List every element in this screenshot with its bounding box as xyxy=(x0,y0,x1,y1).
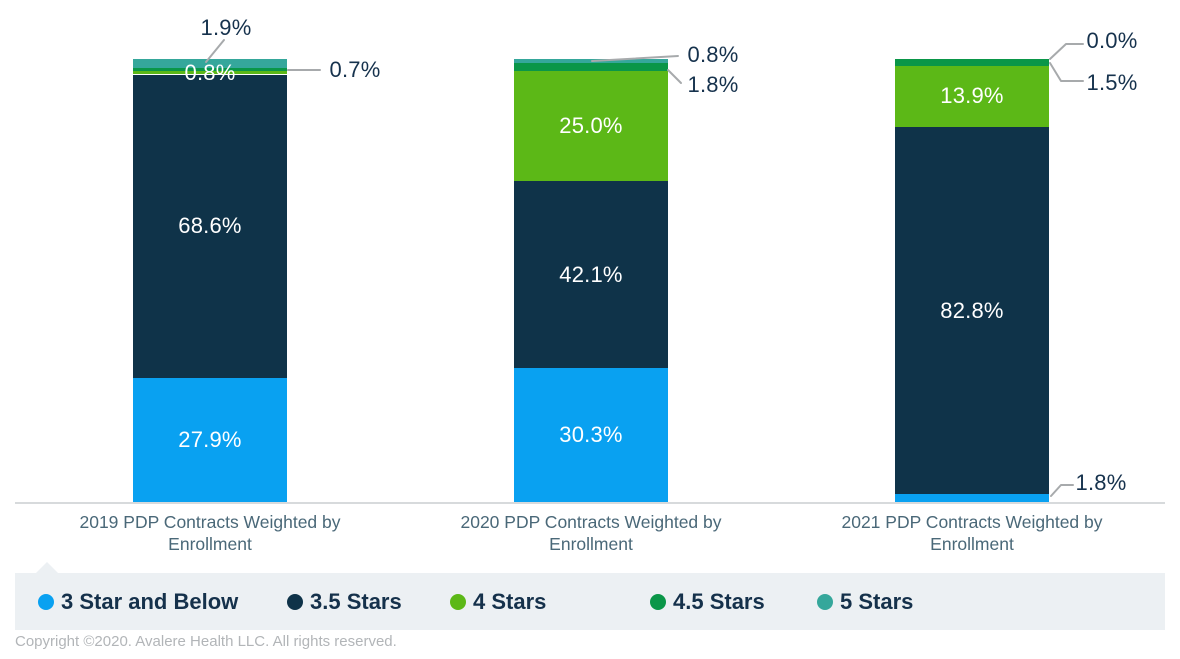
bar-segment-2021-3-star-and-below xyxy=(895,494,1049,502)
bar-segment-2020-4-5-stars xyxy=(514,62,668,71)
segment-value-label: 13.9% xyxy=(940,83,1004,109)
legend-swatch-4-5-stars xyxy=(650,593,666,610)
bar-segment-2020-5-stars xyxy=(514,59,668,63)
leader-line xyxy=(667,69,682,84)
legend-swatch-4-stars xyxy=(450,593,466,610)
axis-label-2021: 2021 PDP Contracts Weighted by Enrollmen… xyxy=(841,512,1103,555)
leader-line xyxy=(1050,484,1074,497)
legend-swatch-3-star-and-below xyxy=(38,593,54,610)
callout-value-label: 1.8% xyxy=(1075,470,1127,495)
callout-value-label: 0.8% xyxy=(687,42,739,67)
callout-value-label: 0.0% xyxy=(1086,28,1138,53)
legend-label: 3.5 Stars xyxy=(310,588,402,614)
legend-item-3-star-and-below: 3 Star and Below xyxy=(38,573,238,630)
legend-item-3-5-stars: 3.5 Stars xyxy=(287,573,402,630)
bar-segment-2021-3-5-stars xyxy=(895,127,1049,495)
bar-segment-2019-4-5-stars xyxy=(133,67,287,71)
axis-label-2020: 2020 PDP Contracts Weighted by Enrollmen… xyxy=(460,512,722,555)
legend-label: 4 Stars xyxy=(473,588,547,614)
segment-value-label: 25.0% xyxy=(559,112,623,138)
legend: 3 Star and Below 3.5 Stars 4 Stars 4.5 S… xyxy=(15,562,1165,630)
legend-item-4-5-stars: 4.5 Stars xyxy=(650,573,765,630)
legend-notch xyxy=(36,562,58,573)
segment-value-label: 42.1% xyxy=(559,261,623,287)
legend-item-5-stars: 5 Stars xyxy=(817,573,913,630)
bar-segment-2021-4-stars xyxy=(895,65,1049,128)
leader-line xyxy=(1049,62,1084,82)
axis-label-2019: 2019 PDP Contracts Weighted by Enrollmen… xyxy=(79,512,341,555)
legend-label: 5 Stars xyxy=(840,588,914,614)
bar-segment-2021-4-5-stars xyxy=(895,59,1049,66)
bar-segment-2020-3-5-stars xyxy=(514,181,668,368)
callout-value-label: 1.9% xyxy=(200,15,252,40)
bar-segment-2019-4-stars xyxy=(133,70,287,75)
x-axis-line xyxy=(15,502,1165,504)
bar-segment-2020-3-star-and-below xyxy=(514,367,668,502)
legend-item-4-stars: 4 Stars xyxy=(450,573,546,630)
bar-segment-2020-4-stars xyxy=(514,70,668,182)
segment-value-label: 82.8% xyxy=(940,297,1004,323)
callout-value-label: 1.8% xyxy=(687,72,739,97)
legend-label: 4.5 Stars xyxy=(673,588,765,614)
legend-label: 3 Star and Below xyxy=(61,588,239,614)
bar-segment-2019-3-5-stars xyxy=(133,74,287,379)
legend-swatch-3-5-stars xyxy=(287,593,303,610)
bar-segment-2019-3-star-and-below xyxy=(133,378,287,502)
copyright-text: Copyright ©2020. Avalere Health LLC. All… xyxy=(15,633,397,650)
leader-line xyxy=(1049,43,1084,60)
segment-value-label: 27.9% xyxy=(178,427,242,453)
segment-value-label: 68.6% xyxy=(178,213,242,239)
callout-value-label: 1.5% xyxy=(1086,70,1138,95)
callout-value-label: 0.7% xyxy=(329,57,381,82)
bar-segment-2019-5-stars xyxy=(133,59,287,68)
segment-value-label: 30.3% xyxy=(559,421,623,447)
legend-swatch-5-stars xyxy=(817,593,833,610)
segment-value-label: 0.8% xyxy=(184,59,236,85)
